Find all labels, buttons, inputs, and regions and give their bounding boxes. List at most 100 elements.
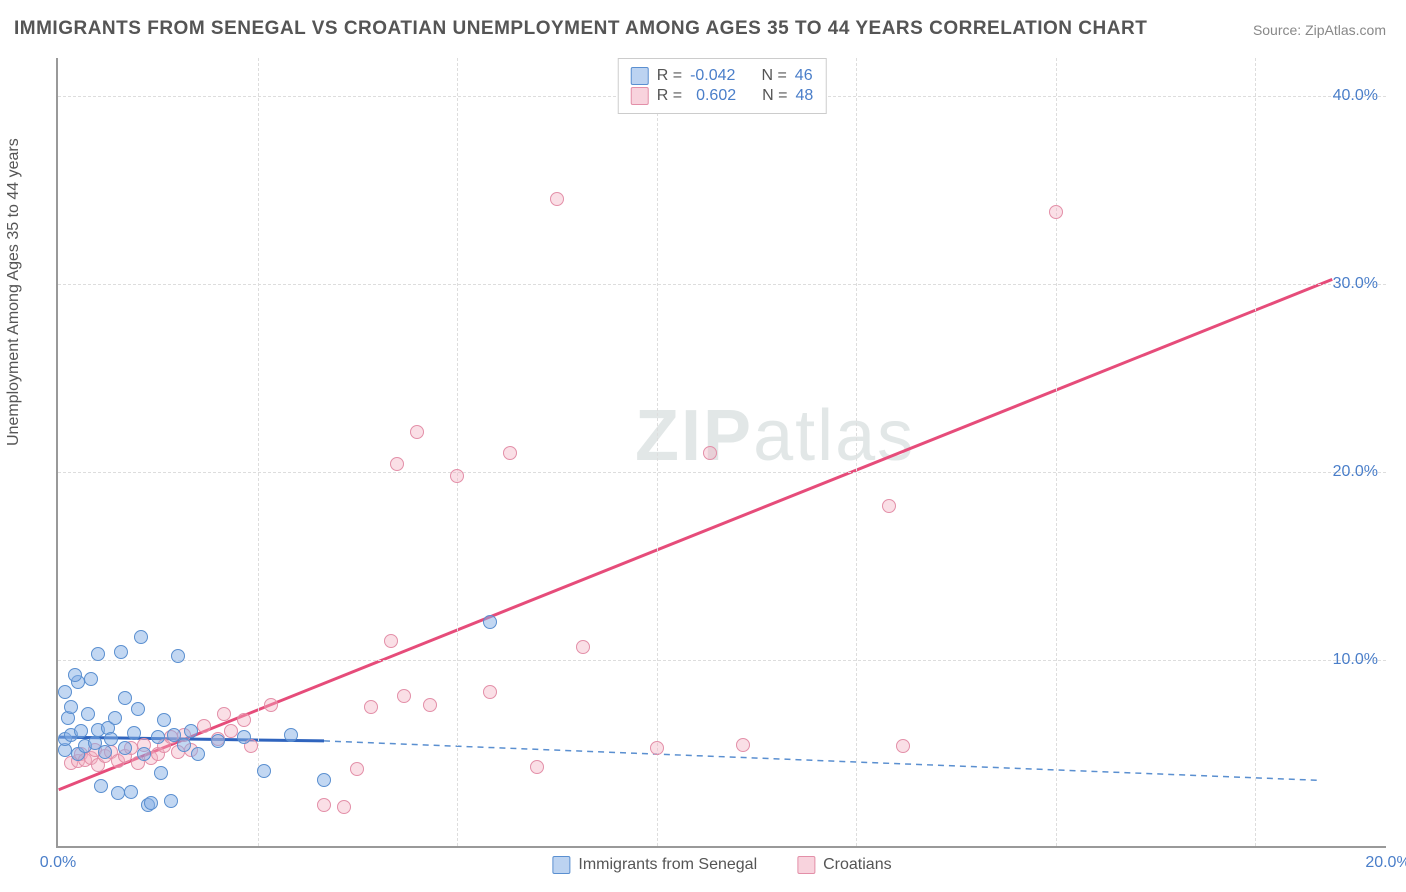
y-axis-label: Unemployment Among Ages 35 to 44 years	[5, 138, 23, 446]
point-pink	[397, 689, 411, 703]
point-pink	[384, 634, 398, 648]
legend-item-pink: Croatians	[797, 856, 891, 874]
r-value-pink: 0.602	[696, 87, 736, 105]
point-blue	[151, 730, 165, 744]
legend-row-blue: R = -0.042 N = 46	[631, 67, 814, 85]
point-blue	[154, 766, 168, 780]
point-pink	[503, 446, 517, 460]
n-label: N =	[761, 67, 786, 85]
point-blue	[94, 779, 108, 793]
point-blue	[81, 707, 95, 721]
correlation-legend: R = -0.042 N = 46 R = 0.602 N = 48	[618, 58, 827, 114]
point-blue	[127, 726, 141, 740]
point-pink	[317, 798, 331, 812]
point-blue	[111, 786, 125, 800]
r-label: R =	[657, 87, 682, 105]
point-pink	[350, 762, 364, 776]
swatch-pink-icon	[797, 856, 815, 874]
source-label: Source: ZipAtlas.com	[1253, 22, 1386, 38]
point-blue	[211, 734, 225, 748]
ytick-label: 20.0%	[1333, 463, 1378, 481]
plot-area: ZIPatlas R = -0.042 N = 46 R = 0.602 N =…	[56, 58, 1386, 848]
legend-label-pink: Croatians	[823, 856, 891, 874]
point-blue	[284, 728, 298, 742]
point-pink	[896, 739, 910, 753]
point-blue	[118, 741, 132, 755]
point-blue	[257, 764, 271, 778]
xtick-label: 20.0%	[1365, 854, 1406, 872]
point-blue	[124, 785, 138, 799]
point-blue	[134, 630, 148, 644]
swatch-pink	[631, 87, 649, 105]
point-pink	[530, 760, 544, 774]
point-pink	[410, 425, 424, 439]
r-value-blue: -0.042	[690, 67, 735, 85]
gridline-v	[657, 58, 658, 846]
point-pink	[703, 446, 717, 460]
chart-title: IMMIGRANTS FROM SENEGAL VS CROATIAN UNEM…	[14, 18, 1147, 40]
legend-item-blue: Immigrants from Senegal	[552, 856, 757, 874]
gridline-v	[1056, 58, 1057, 846]
swatch-blue-icon	[552, 856, 570, 874]
point-blue	[131, 702, 145, 716]
legend-label-blue: Immigrants from Senegal	[578, 856, 757, 874]
point-blue	[171, 649, 185, 663]
point-pink	[483, 685, 497, 699]
point-blue	[114, 645, 128, 659]
gridline-v	[856, 58, 857, 846]
ytick-label: 40.0%	[1333, 87, 1378, 105]
xtick-label: 0.0%	[40, 854, 76, 872]
point-pink	[882, 499, 896, 513]
point-blue	[317, 773, 331, 787]
point-pink	[650, 741, 664, 755]
point-blue	[137, 747, 151, 761]
n-value-blue: 46	[795, 67, 813, 85]
watermark-bold: ZIP	[635, 396, 753, 476]
point-pink	[450, 469, 464, 483]
point-blue	[58, 685, 72, 699]
point-pink	[237, 713, 251, 727]
point-blue	[483, 615, 497, 629]
point-blue	[144, 796, 158, 810]
point-blue	[184, 724, 198, 738]
ytick-label: 30.0%	[1333, 275, 1378, 293]
point-blue	[164, 794, 178, 808]
point-blue	[91, 647, 105, 661]
point-pink	[364, 700, 378, 714]
point-blue	[98, 745, 112, 759]
watermark-rest: atlas	[753, 396, 915, 476]
gridline-v	[1255, 58, 1256, 846]
point-pink	[217, 707, 231, 721]
point-blue	[177, 738, 191, 752]
gridline-v	[457, 58, 458, 846]
point-pink	[224, 724, 238, 738]
point-pink	[736, 738, 750, 752]
swatch-blue	[631, 67, 649, 85]
point-pink	[264, 698, 278, 712]
r-label: R =	[657, 67, 682, 85]
point-pink	[337, 800, 351, 814]
point-pink	[197, 719, 211, 733]
point-blue	[118, 691, 132, 705]
point-blue	[237, 730, 251, 744]
point-pink	[576, 640, 590, 654]
point-blue	[191, 747, 205, 761]
series-legend: Immigrants from Senegal Croatians	[544, 856, 899, 874]
n-label: N =	[762, 87, 787, 105]
point-pink	[550, 192, 564, 206]
n-value-pink: 48	[795, 87, 813, 105]
point-pink	[1049, 205, 1063, 219]
point-blue	[64, 700, 78, 714]
point-pink	[423, 698, 437, 712]
gridline-v	[258, 58, 259, 846]
point-blue	[104, 732, 118, 746]
point-blue	[68, 668, 82, 682]
point-blue	[157, 713, 171, 727]
point-blue	[108, 711, 122, 725]
ytick-label: 10.0%	[1333, 651, 1378, 669]
point-blue	[84, 672, 98, 686]
watermark: ZIPatlas	[635, 395, 915, 477]
point-blue	[74, 724, 88, 738]
point-pink	[390, 457, 404, 471]
legend-row-pink: R = 0.602 N = 48	[631, 87, 814, 105]
